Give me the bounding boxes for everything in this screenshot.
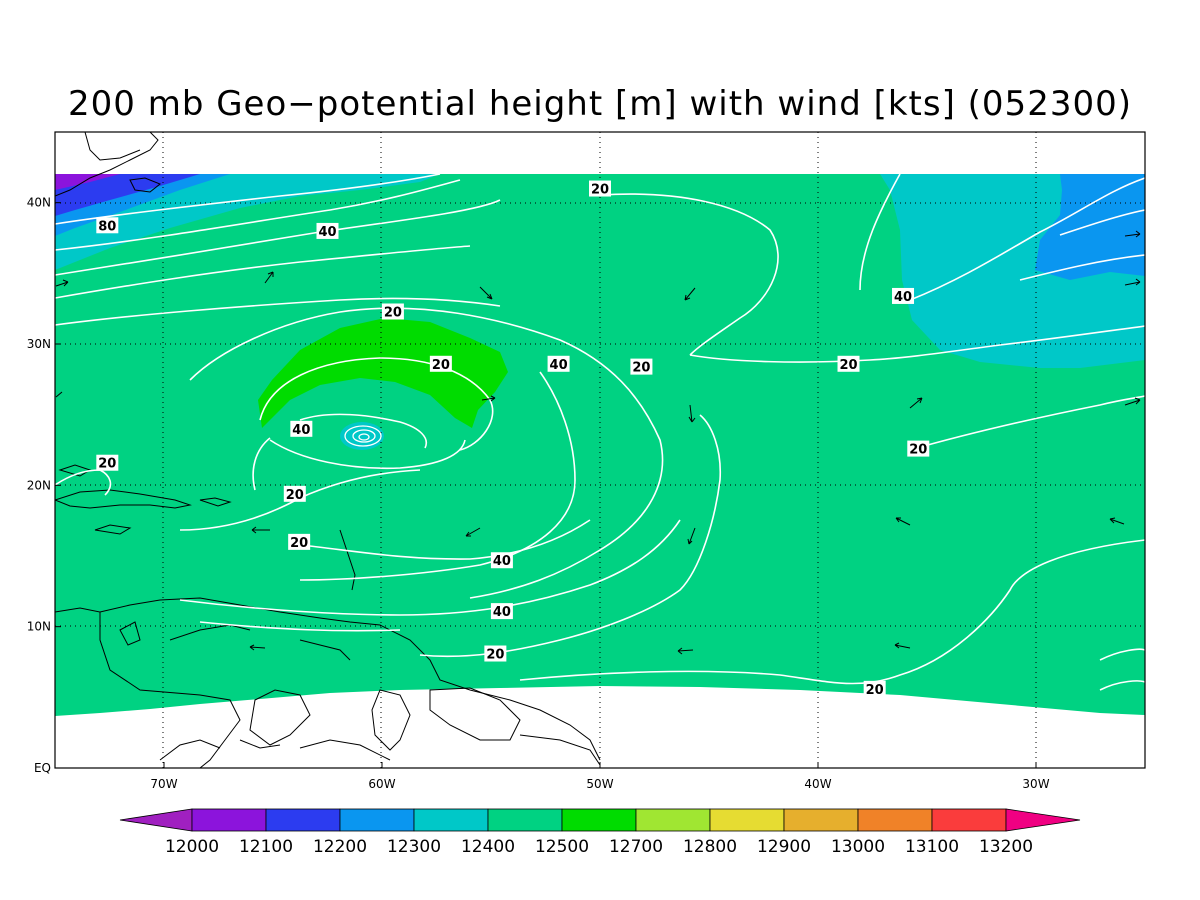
lon-tick-label: 70W — [150, 777, 177, 791]
colorbar: 12000 12100 12200 12300 12400 12500 12700 12800… — [119, 808, 1081, 857]
wind-arrows — [55, 230, 1141, 655]
colorbar-high-end — [1005, 808, 1081, 832]
contour-label-text: 20 — [384, 305, 402, 320]
contour-label-text: 40 — [493, 554, 511, 569]
height-field-12700 — [258, 318, 508, 428]
colorbar-box — [487, 808, 563, 832]
lon-tick-label: 30W — [1022, 777, 1049, 791]
contour-label-text: 20 — [98, 457, 116, 472]
lon-tick-label: 50W — [586, 777, 613, 791]
colorbar-box — [931, 808, 1007, 832]
lon-tick-label: 60W — [368, 777, 395, 791]
height-field-12500 — [55, 174, 1145, 716]
contour-label: 20 — [837, 355, 860, 373]
height-field-12200-nw — [55, 174, 200, 216]
colorbar-box — [413, 808, 489, 832]
colorbar-level-label: 12800 — [683, 837, 737, 857]
grid-lines — [55, 132, 1145, 768]
contour-label-text: 40 — [550, 358, 568, 373]
contour-label-text: 40 — [493, 605, 511, 620]
colorbar-box — [635, 808, 711, 832]
wind-contours — [55, 173, 1145, 691]
height-field-12100-nw — [55, 174, 120, 190]
contour-label: 40 — [547, 355, 570, 373]
colorbar-level-label: 13000 — [831, 837, 885, 857]
contour-label: 80 — [96, 217, 119, 234]
contour-label-layer: 80 40 20 20 20 40 20 20 40 20 40 20 20 20 40 40 20 20 — [96, 180, 930, 698]
contour-label: 40 — [490, 552, 513, 569]
contour-label-text: 20 — [286, 488, 304, 503]
lat-tick-label: 10N — [27, 620, 51, 634]
low-centre-rings — [344, 425, 382, 447]
figure-title: 200 mb Geo−potential height [m] with win… — [68, 84, 1132, 124]
colorbar-level-label: 13100 — [905, 837, 959, 857]
colorbar-level-label: 13200 — [979, 837, 1033, 857]
lat-axis: EQ 10N 20N 30N 40N — [27, 196, 61, 775]
height-field-12300-ne — [1035, 174, 1145, 280]
contour-label: 20 — [863, 680, 886, 698]
contour-label: 20 — [589, 180, 611, 198]
colorbar-box — [265, 808, 341, 832]
lat-tick-label: 40N — [27, 196, 51, 210]
contour-label: 40 — [490, 603, 513, 620]
colorbar-box — [709, 808, 785, 832]
contour-label: 40 — [316, 222, 339, 240]
contour-label: 20 — [484, 645, 507, 663]
contour-label: 20 — [288, 533, 311, 551]
contour-label-text: 40 — [292, 423, 310, 438]
contour-label: 20 — [429, 355, 452, 373]
lat-tick-label: EQ — [34, 761, 51, 775]
colorbar-level-label: 12000 — [165, 837, 219, 857]
colorbar-box — [857, 808, 933, 832]
contour-label-text: 20 — [632, 361, 650, 376]
contour-label: 20 — [381, 303, 404, 320]
contour-label-text: 20 — [909, 443, 927, 458]
colorbar-level-label: 12300 — [387, 837, 441, 857]
colorbar-low-end — [119, 808, 193, 832]
lon-tick-label: 40W — [804, 777, 831, 791]
contour-label-text: 20 — [866, 683, 884, 698]
contour-label-text: 20 — [486, 648, 504, 663]
contour-label: 20 — [96, 454, 119, 472]
colorbar-level-label: 12100 — [239, 837, 293, 857]
contour-label: 20 — [283, 485, 306, 503]
colorbar-level-label: 12500 — [535, 837, 589, 857]
lat-tick-label: 20N — [27, 478, 51, 492]
colorbar-level-label: 12200 — [313, 837, 367, 857]
colorbar-box — [783, 808, 859, 832]
lon-axis: 70W 60W 50W 40W 30W — [150, 762, 1050, 791]
contour-label: 40 — [892, 287, 915, 305]
colorbar-box — [339, 808, 415, 832]
coastlines — [55, 132, 601, 768]
contour-label-text: 20 — [591, 183, 609, 198]
colorbar-level-label: 12900 — [757, 837, 811, 857]
contour-label: 20 — [907, 440, 930, 458]
contour-label-text: 80 — [98, 219, 116, 234]
contour-label: 20 — [630, 358, 653, 376]
contour-label-text: 20 — [290, 536, 308, 551]
contour-label-text: 20 — [432, 358, 450, 373]
colorbar-box — [561, 808, 637, 832]
colorbar-level-label: 12700 — [609, 837, 663, 857]
contour-label: 40 — [290, 420, 313, 438]
lat-tick-label: 30N — [27, 337, 51, 351]
map-area: 80 40 20 20 20 40 20 20 40 20 40 20 20 20 40 40 20 20 — [55, 132, 1145, 768]
contour-label-text: 40 — [318, 225, 336, 240]
contour-label-text: 20 — [839, 358, 857, 373]
colorbar-box — [191, 808, 267, 832]
contour-label-text: 40 — [894, 290, 912, 305]
colorbar-level-label: 12400 — [461, 837, 515, 857]
